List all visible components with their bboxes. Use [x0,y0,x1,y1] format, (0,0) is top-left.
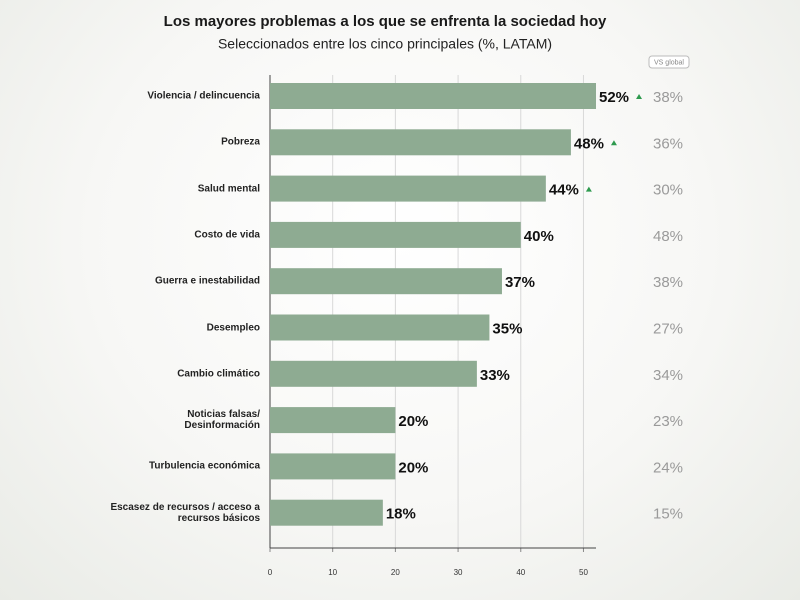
bar [270,453,396,480]
global-value: 30% [653,182,683,199]
bar [270,360,477,387]
y-tick-label: Costo de vida [194,229,260,241]
x-tick-label: 40 [516,568,525,577]
trend-arrow [636,94,643,99]
bar [270,175,546,202]
y-tick-label: Desempleo [206,322,260,333]
chart-subtitle: Seleccionados entre los cinco principale… [218,36,552,52]
global-value: 34% [653,367,683,384]
x-tick-label: 30 [454,568,463,577]
chart-title: Los mayores problemas a los que se enfre… [164,13,607,30]
data-label: 33% [480,367,510,384]
bar [270,268,502,295]
bar [270,499,383,526]
trend-arrow [585,186,592,192]
data-label: 44% [549,182,579,199]
bar [270,314,490,341]
y-tick-label: Escasez de recursos / acceso a recursos … [110,501,260,524]
y-tick-label: Turbulencia económica [149,460,260,472]
bar [270,83,596,109]
bar [270,221,521,248]
global-value: 15% [653,506,683,523]
x-tick-label: 0 [268,568,273,577]
y-tick-label: Cambio climático [177,368,260,380]
global-value: 24% [653,459,683,476]
data-label: 37% [505,274,535,291]
global-value: 48% [653,228,683,245]
data-label: 40% [524,228,554,245]
legend-entry: VS global [654,59,684,66]
data-label: 52% [599,89,629,106]
y-tick-label: Violencia / delincuencia [147,90,260,102]
data-label: 18% [386,506,416,523]
global-value: 27% [653,320,683,337]
legend-badge [648,55,690,69]
y-tick-label: Guerra e inestabilidad [154,275,260,287]
global-value: 36% [653,135,683,152]
data-label: 20% [398,413,428,430]
x-tick-label: 10 [328,568,337,577]
data-label: 48% [574,135,604,152]
trend-arrow [610,140,617,146]
data-label: 20% [398,459,428,476]
y-tick-label: Noticias falsas/ Desinformación [184,409,260,432]
y-tick-label: Pobreza [221,136,260,148]
x-tick-label: 20 [391,568,400,577]
bar [270,407,396,434]
global-value: 38% [653,274,683,291]
data-label: 35% [492,320,522,337]
y-tick-label: Salud mental [197,183,260,195]
global-value: 23% [653,413,683,430]
x-tick-label: 50 [579,568,588,577]
global-value: 38% [653,89,683,106]
bar [270,129,571,156]
